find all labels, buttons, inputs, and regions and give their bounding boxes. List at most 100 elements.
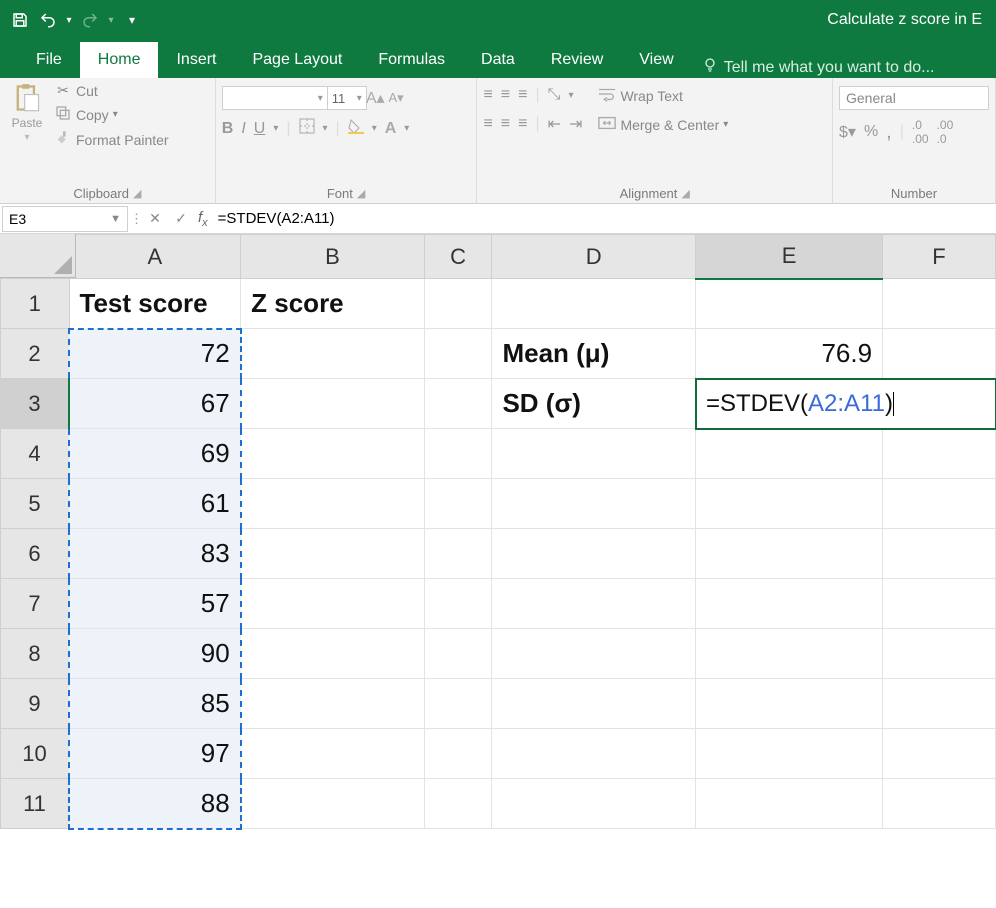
paste-button[interactable]: Paste ▾ xyxy=(6,82,48,143)
copy-button[interactable]: Copy ▾ xyxy=(54,105,169,124)
cell-D6[interactable] xyxy=(492,529,696,579)
cell-E7[interactable] xyxy=(696,579,883,629)
cell-F7[interactable] xyxy=(883,579,996,629)
cell-A1[interactable]: Test score xyxy=(69,279,241,329)
align-bottom-icon[interactable]: ≡ xyxy=(518,86,527,104)
row-header-3[interactable]: 3 xyxy=(1,379,70,429)
font-name-dropdown-icon[interactable]: ▾ xyxy=(318,93,323,104)
font-size-dropdown-icon[interactable]: ▾ xyxy=(357,93,362,104)
cell-A7[interactable]: 57 xyxy=(69,579,241,629)
cell-B1[interactable]: Z score xyxy=(241,279,425,329)
row-header-6[interactable]: 6 xyxy=(1,529,70,579)
font-name-input[interactable] xyxy=(222,86,332,110)
underline-dropdown-icon[interactable]: ▾ xyxy=(273,123,278,134)
cell-D10[interactable] xyxy=(492,729,696,779)
paste-dropdown-icon[interactable]: ▾ xyxy=(24,132,29,143)
clipboard-launcher-icon[interactable]: ◢ xyxy=(133,187,141,200)
cell-F5[interactable] xyxy=(883,479,996,529)
tab-pagelayout[interactable]: Page Layout xyxy=(234,42,360,78)
undo-icon[interactable] xyxy=(36,8,60,32)
col-header-B[interactable]: B xyxy=(241,235,425,279)
row-header-8[interactable]: 8 xyxy=(1,629,70,679)
cell-A6[interactable]: 83 xyxy=(69,529,241,579)
alignment-launcher-icon[interactable]: ◢ xyxy=(681,187,689,200)
cell-E5[interactable] xyxy=(696,479,883,529)
cell-F10[interactable] xyxy=(883,729,996,779)
row-header-1[interactable]: 1 xyxy=(1,279,70,329)
cell-C2[interactable] xyxy=(424,329,492,379)
qat-customize-icon[interactable]: ▾ xyxy=(120,8,144,32)
align-middle-icon[interactable]: ≡ xyxy=(501,86,510,104)
cell-F11[interactable] xyxy=(883,779,996,829)
cell-A10[interactable]: 97 xyxy=(69,729,241,779)
cut-button[interactable]: ✂ Cut xyxy=(54,82,169,99)
row-header-9[interactable]: 9 xyxy=(1,679,70,729)
cell-E2[interactable]: 76.9 xyxy=(696,329,883,379)
align-left-icon[interactable]: ≡ xyxy=(483,115,492,133)
increase-decimal-icon[interactable]: .0.00 xyxy=(912,118,929,146)
cell-D9[interactable] xyxy=(492,679,696,729)
col-header-E[interactable]: E xyxy=(696,235,883,279)
increase-font-icon[interactable]: A▴ xyxy=(366,88,385,108)
cell-C10[interactable] xyxy=(424,729,492,779)
cell-E4[interactable] xyxy=(696,429,883,479)
cell-D1[interactable] xyxy=(492,279,696,329)
decrease-indent-icon[interactable]: ⇤ xyxy=(548,114,561,134)
row-header-2[interactable]: 2 xyxy=(1,329,70,379)
cell-E1[interactable] xyxy=(696,279,883,329)
decrease-font-icon[interactable]: A▾ xyxy=(389,90,404,106)
orientation-icon[interactable]: ⤡ xyxy=(548,86,561,104)
cell-F2[interactable] xyxy=(883,329,996,379)
cell-E11[interactable] xyxy=(696,779,883,829)
merge-center-dropdown-icon[interactable]: ▾ xyxy=(723,119,728,130)
font-color-dropdown-icon[interactable]: ▾ xyxy=(404,123,409,134)
tab-review[interactable]: Review xyxy=(533,42,621,78)
cell-B3[interactable] xyxy=(241,379,425,429)
percent-format-icon[interactable]: % xyxy=(864,123,878,141)
accounting-format-icon[interactable]: $▾ xyxy=(839,122,856,142)
cell-E6[interactable] xyxy=(696,529,883,579)
row-header-7[interactable]: 7 xyxy=(1,579,70,629)
format-painter-button[interactable]: Format Painter xyxy=(54,130,169,149)
cancel-formula-icon[interactable]: ✕ xyxy=(142,210,168,227)
cell-A3[interactable]: 67 xyxy=(69,379,241,429)
formula-input[interactable] xyxy=(212,208,996,229)
font-launcher-icon[interactable]: ◢ xyxy=(357,187,365,200)
cell-A5[interactable]: 61 xyxy=(69,479,241,529)
redo-icon[interactable] xyxy=(78,8,102,32)
cell-C4[interactable] xyxy=(424,429,492,479)
row-header-5[interactable]: 5 xyxy=(1,479,70,529)
tell-me-search[interactable]: Tell me what you want to do... xyxy=(692,57,935,78)
decrease-decimal-icon[interactable]: .00.0 xyxy=(937,118,954,146)
name-box[interactable]: E3 ▼ xyxy=(2,206,128,232)
cell-D4[interactable] xyxy=(492,429,696,479)
cell-B5[interactable] xyxy=(241,479,425,529)
copy-dropdown-icon[interactable]: ▾ xyxy=(113,109,118,120)
cell-B11[interactable] xyxy=(241,779,425,829)
cell-C3[interactable] xyxy=(424,379,492,429)
cell-C9[interactable] xyxy=(424,679,492,729)
cell-A2[interactable]: 72 xyxy=(69,329,241,379)
number-format-select[interactable] xyxy=(839,86,989,110)
cell-C8[interactable] xyxy=(424,629,492,679)
increase-indent-icon[interactable]: ⇥ xyxy=(569,114,582,134)
cell-D11[interactable] xyxy=(492,779,696,829)
cell-D2[interactable]: Mean (μ) xyxy=(492,329,696,379)
redo-dropdown-icon[interactable]: ▾ xyxy=(106,8,116,32)
cell-B9[interactable] xyxy=(241,679,425,729)
tab-file[interactable]: File xyxy=(18,42,80,78)
cell-F6[interactable] xyxy=(883,529,996,579)
cell-B4[interactable] xyxy=(241,429,425,479)
cell-E3[interactable]: =STDEV(A2:A11) xyxy=(696,379,996,429)
save-icon[interactable] xyxy=(8,8,32,32)
col-header-D[interactable]: D xyxy=(492,235,696,279)
cell-E8[interactable] xyxy=(696,629,883,679)
row-header-4[interactable]: 4 xyxy=(1,429,70,479)
select-all-corner[interactable] xyxy=(0,234,76,278)
cell-C1[interactable] xyxy=(424,279,492,329)
underline-button[interactable]: U xyxy=(254,120,266,138)
tab-insert[interactable]: Insert xyxy=(158,42,234,78)
cell-F4[interactable] xyxy=(883,429,996,479)
align-top-icon[interactable]: ≡ xyxy=(483,86,492,104)
cell-F1[interactable] xyxy=(883,279,996,329)
